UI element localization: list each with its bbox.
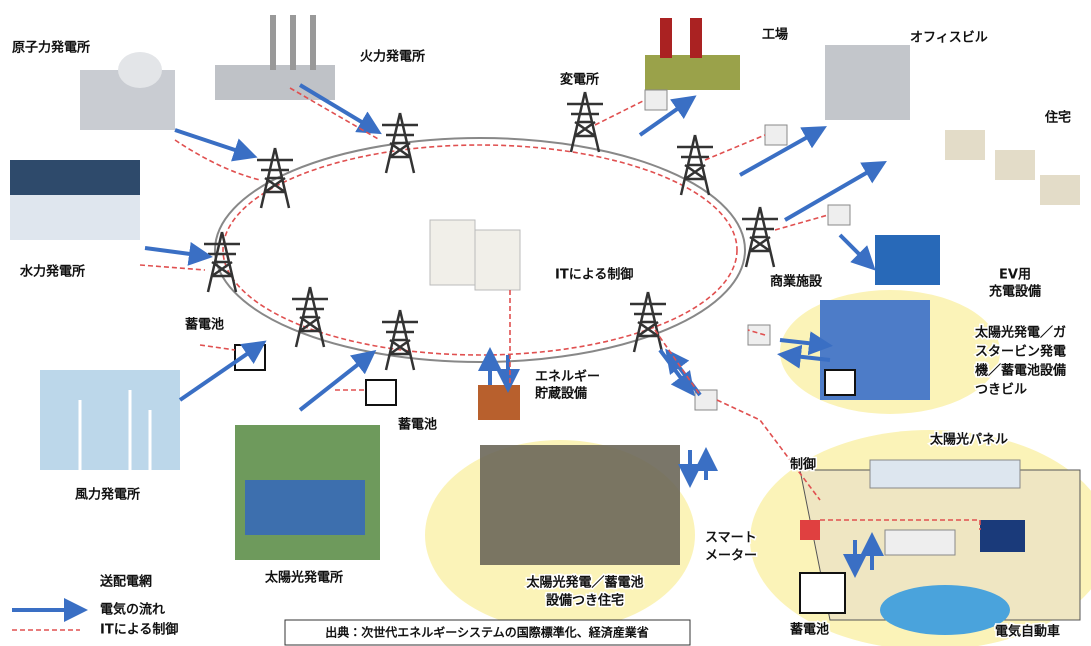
label: 太陽光発電／蓄電池 (525, 575, 643, 591)
label: 蓄電池 (398, 417, 437, 433)
facilities-part (478, 385, 520, 420)
facilities-part (825, 370, 855, 395)
label: 機／蓄電池設備 (975, 363, 1066, 379)
facilities-part (995, 150, 1035, 180)
facilities-part (825, 45, 910, 120)
facilities-part (945, 130, 985, 160)
facilities-part (690, 18, 702, 58)
label: 風力発電所 (75, 487, 140, 503)
electricity-flow-arrows-part (840, 235, 870, 265)
label: つきビル (975, 382, 1027, 398)
pylon (567, 92, 603, 152)
facilities-part (870, 460, 1020, 488)
pylon (742, 207, 778, 267)
label: 蓄電池 (790, 622, 829, 638)
facilities-part (480, 445, 680, 565)
label: スタービン発電 (975, 344, 1066, 360)
pylon (257, 148, 293, 208)
pylon (382, 310, 418, 370)
facilities-part (430, 220, 475, 285)
pylon (677, 135, 713, 195)
label: 原子力発電所 (12, 40, 90, 56)
electricity-flow-arrows-part (300, 355, 370, 410)
label: 制御 (790, 457, 816, 473)
facilities-part (1040, 175, 1080, 205)
label: 水力発電所 (19, 264, 85, 280)
it-control-lines-part (705, 135, 765, 160)
facilities-part (290, 15, 296, 70)
facilities-part (118, 52, 162, 88)
facilities-part (875, 235, 940, 285)
smart-grid-diagram: 原子力発電所 火力発電所 変電所 工場 オフィスビル 住宅 水力発電所 蓄電池 … (0, 0, 1091, 646)
legend-title: 送配電網 (100, 574, 152, 590)
pylon (630, 292, 666, 352)
facilities-part (660, 18, 672, 58)
facilities-part (475, 230, 520, 290)
facilities-part (800, 520, 820, 540)
label: EV用 (999, 268, 1031, 283)
facilities-part (245, 480, 365, 535)
facilities-part (765, 125, 787, 145)
facilities-part (366, 380, 396, 405)
label: エネルギー (535, 369, 600, 385)
legend-item: ITによる制御 (100, 622, 178, 638)
label: 蓄電池 (185, 317, 224, 333)
label: 電気自動車 (995, 624, 1060, 640)
label: 火力発電所 (360, 49, 425, 65)
label: スマート (705, 531, 757, 546)
facilities-part (748, 325, 770, 345)
electricity-flow-arrows-part (670, 355, 700, 395)
label: オフィスビル (910, 30, 988, 46)
electricity-flow-arrows-part (300, 85, 375, 130)
legend (12, 610, 80, 630)
facilities-part (645, 55, 740, 90)
facilities-part (980, 520, 1025, 552)
facilities-part (800, 573, 845, 613)
label: 商業施設 (770, 274, 823, 290)
facilities (10, 15, 1080, 635)
facilities-part (828, 205, 850, 225)
label: 工場 (762, 27, 788, 43)
label: 変電所 (560, 72, 599, 88)
label: ITによる制御 (555, 267, 633, 283)
label: 太陽光発電所 (264, 570, 343, 586)
source: 出典：次世代エネルギーシステムの国際標準化、経済産業省 (325, 625, 648, 640)
facilities-part (885, 530, 955, 555)
electricity-flow-arrows-part (145, 248, 205, 256)
facilities-part (270, 15, 276, 70)
legend-item: 電気の流れ (100, 602, 165, 618)
label: メーター (705, 549, 757, 564)
label: 設備つき住宅 (546, 593, 624, 609)
facilities-part (10, 195, 140, 240)
it-control-lines-part (775, 215, 828, 230)
label: 太陽光パネル (929, 432, 1008, 448)
facilities-part (40, 370, 180, 470)
electricity-flow-arrows-part (180, 345, 260, 400)
label: 住宅 (1044, 110, 1071, 126)
electricity-flow-arrows-part (175, 130, 250, 155)
facilities-part (880, 585, 1010, 635)
facilities-part (310, 15, 316, 70)
label: 充電設備 (989, 284, 1041, 300)
facilities-part (645, 90, 667, 110)
it-control-lines-part (200, 345, 235, 350)
label: 太陽光発電／ガ (974, 325, 1066, 341)
electricity-flow-arrows-part (660, 350, 690, 390)
pylon (382, 113, 418, 173)
label: 貯蔵設備 (535, 386, 587, 402)
pylon (204, 232, 240, 292)
pylon (292, 287, 328, 347)
it-control-lines-part (140, 265, 205, 270)
